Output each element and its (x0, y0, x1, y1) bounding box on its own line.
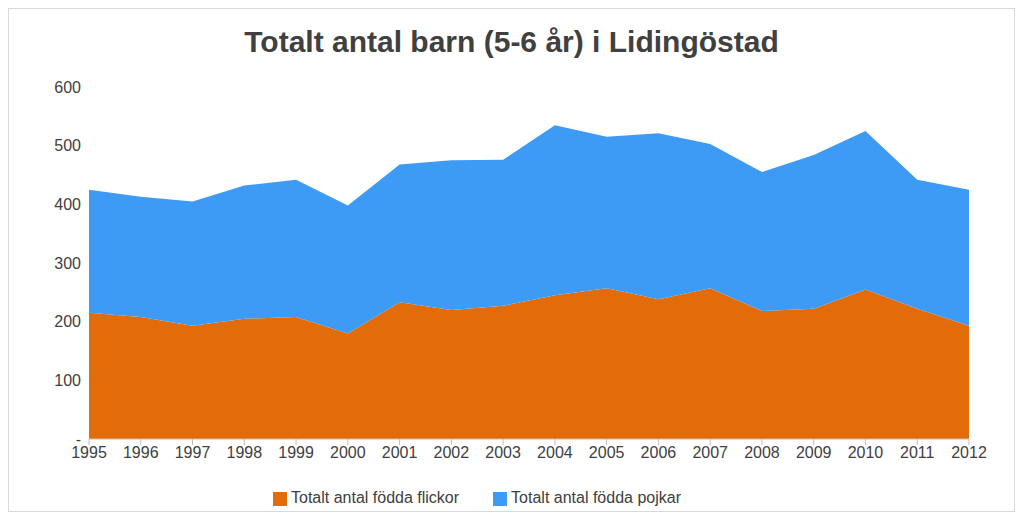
svg-text:200: 200 (54, 313, 81, 330)
html-text:Totalt antal födda pojkar: Totalt antal födda pojkar (511, 489, 681, 506)
html-text:Totalt antal barn (5-6 år) i L: Totalt antal barn (5-6 år) i Lidingöstad (244, 25, 779, 58)
svg-text:2004: 2004 (537, 444, 573, 461)
svg-text:1996: 1996 (123, 444, 159, 461)
svg-text:2008: 2008 (744, 444, 780, 461)
svg-text:2012: 2012 (951, 444, 987, 461)
svg-text:600: 600 (54, 79, 81, 96)
svg-text:1997: 1997 (175, 444, 211, 461)
svg-text:500: 500 (54, 137, 81, 154)
svg-text:300: 300 (54, 255, 81, 272)
svg-text:2009: 2009 (796, 444, 832, 461)
svg-text:2007: 2007 (692, 444, 728, 461)
html-text:Totalt antal födda flickor: Totalt antal födda flickor (291, 489, 460, 506)
svg-text:1995: 1995 (71, 444, 107, 462)
svg-text:-: - (76, 431, 81, 448)
svg-text:2001: 2001 (382, 444, 418, 461)
svg-text:2010: 2010 (848, 444, 884, 461)
svg-text:2005: 2005 (589, 444, 625, 461)
svg-text:2006: 2006 (641, 444, 677, 461)
svg-text:2011: 2011 (900, 444, 935, 461)
svg-text:2003: 2003 (485, 444, 521, 461)
svg-text:1998: 1998 (226, 444, 262, 461)
svg-text:2002: 2002 (434, 444, 470, 461)
svg-text:100: 100 (54, 372, 81, 389)
svg-text:400: 400 (54, 196, 81, 213)
svg-text:2000: 2000 (330, 444, 366, 461)
svg-text:1999: 1999 (278, 444, 314, 461)
